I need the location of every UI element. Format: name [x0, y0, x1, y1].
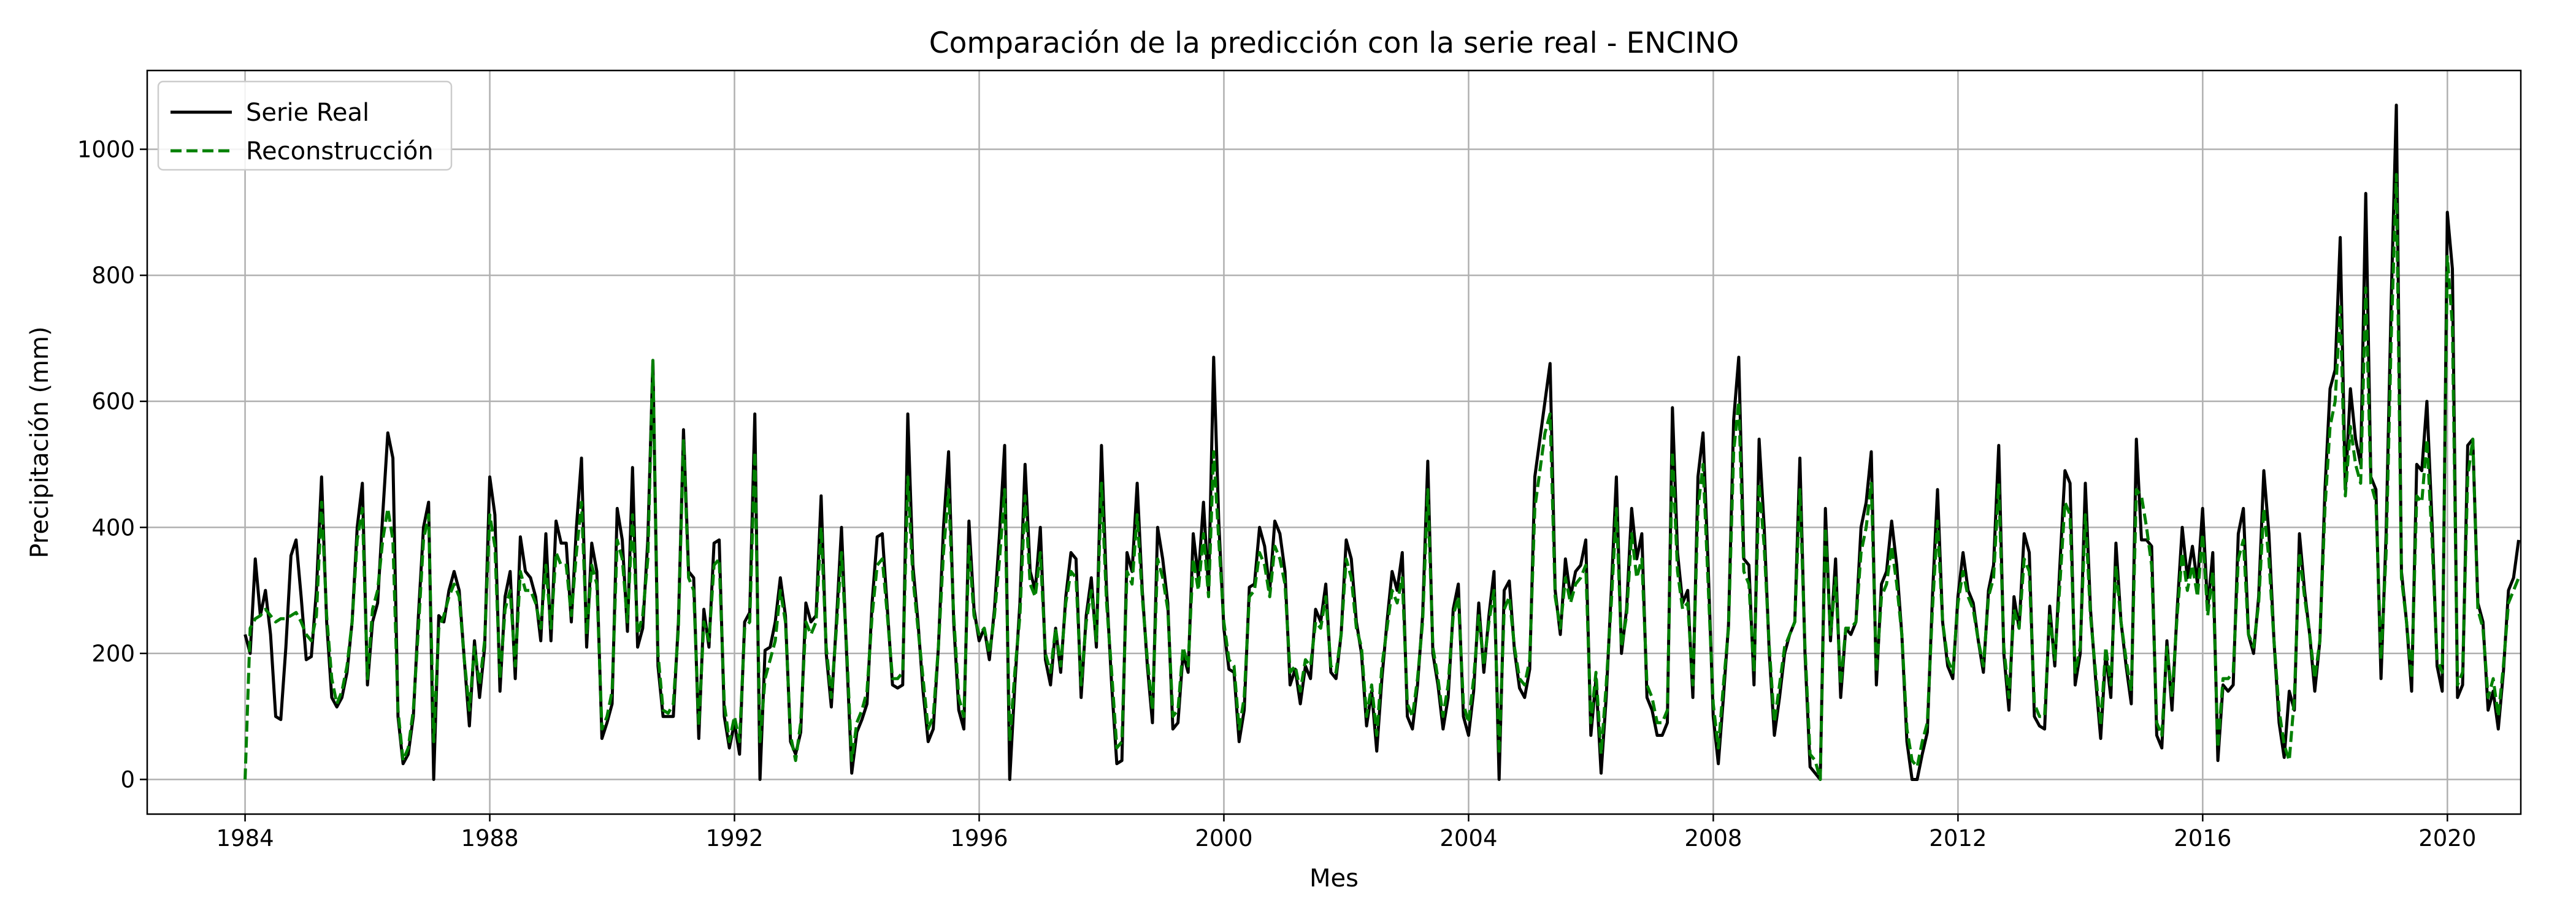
x-axis-label: Mes: [1309, 864, 1359, 893]
y-tick-label: 0: [120, 766, 135, 793]
axis-ticks: 1984 1988 1992 1996 2000 2004 2008 2012 2016 2020…: [77, 136, 2477, 852]
grid: [147, 70, 2521, 814]
legend: Serie Real Reconstrucción: [157, 80, 453, 171]
y-tick-label: 800: [91, 262, 135, 289]
y-tick-label: 200: [91, 641, 135, 667]
y-tick-label: 600: [91, 389, 135, 415]
x-tick-label: 1992: [705, 825, 763, 852]
y-axis-label: Precipitación (mm): [26, 326, 54, 558]
x-tick-label: 2004: [1439, 825, 1497, 852]
y-tick-label: 400: [91, 514, 135, 541]
legend-box: [157, 80, 453, 171]
x-tick-label: 1988: [461, 825, 518, 852]
x-tick-label: 2012: [1929, 825, 1987, 852]
x-tick-label: 1984: [217, 825, 274, 852]
x-tick-label: 2000: [1195, 825, 1252, 852]
x-tick-label: 2016: [2174, 825, 2231, 852]
x-tick-label: 2008: [1684, 825, 1742, 852]
legend-label: Reconstrucción: [246, 137, 434, 166]
legend-label: Serie Real: [246, 99, 369, 127]
x-tick-label: 1996: [950, 825, 1008, 852]
series-group: [243, 104, 2520, 781]
chart-title: Comparación de la predicción con la seri…: [929, 26, 1739, 60]
y-tick-label: 1000: [77, 136, 135, 162]
x-tick-label: 2020: [2418, 825, 2476, 852]
plot-frame: [146, 69, 2522, 815]
